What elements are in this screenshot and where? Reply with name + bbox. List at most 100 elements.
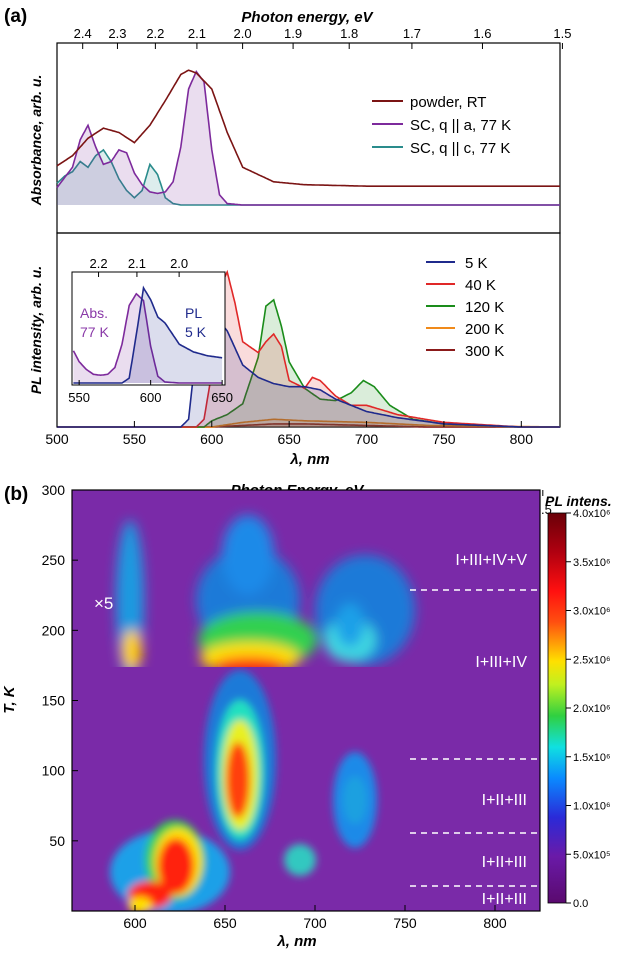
inset-top-tick-label: 2.1 — [128, 256, 146, 271]
inset-ticks: 550 600 650 2.2 2.1 2.0 — [68, 256, 233, 405]
legend-powder-rt: powder, RT — [410, 94, 486, 111]
pl-ylabel: PL intensity, arb. u. — [28, 266, 44, 394]
pl-curve-200k-fill — [57, 419, 560, 427]
band-label-2: I+III+IV — [475, 654, 527, 671]
x-tick-label: 750 — [432, 431, 456, 447]
pl-plot — [57, 269, 560, 428]
top-tick-label: 2.1 — [188, 26, 206, 41]
band-label-4: I+II+III — [482, 854, 527, 871]
colorbar-tick-label: 2.5x10⁶ — [573, 654, 611, 666]
absorbance-legend: powder, RT SC, q || a, 77 K SC, q || c, … — [372, 94, 511, 157]
top-tick-label: 1.7 — [403, 26, 421, 41]
x-tick-label: 800 — [510, 431, 534, 447]
colorbar-tick-label: 0.0 — [573, 898, 588, 910]
pl-curve-5k — [57, 271, 560, 428]
sc-qc-curve-fill — [57, 149, 560, 205]
legend-300k: 300 K — [465, 343, 504, 360]
panel-b-x-ticks: 600 650 700 750 800 — [123, 905, 507, 931]
panel-b-ylabel: T, K — [1, 685, 18, 713]
top-tick-label: 2.0 — [234, 26, 252, 41]
inset-abs-curve — [72, 292, 223, 384]
panel-b-label: (b) — [4, 484, 28, 505]
b-y-tick-label: 50 — [49, 833, 65, 849]
legend-sc-qc: SC, q || c, 77 K — [410, 140, 510, 157]
top-tick-label: 1.5 — [553, 26, 571, 41]
pl-curve-120k-fill — [57, 299, 560, 427]
b-y-tick-label: 100 — [42, 763, 66, 779]
x-tick-label: 700 — [355, 431, 379, 447]
legend-5k: 5 K — [465, 255, 488, 272]
inset-curves — [72, 285, 223, 384]
top-tick-label: 1.6 — [473, 26, 491, 41]
panel-a-xlabel: λ, nm — [289, 451, 329, 468]
b-y-tick-label: 250 — [42, 552, 66, 568]
colorbar — [547, 512, 567, 904]
inset-pl-curve-fill — [73, 287, 223, 383]
absorbance-ylabel: Absorbance, arb. u. — [28, 75, 44, 207]
inset-abs-temp: 77 K — [80, 324, 109, 340]
x-tick-label: 600 — [200, 431, 224, 447]
b-y-tick-label: 300 — [42, 482, 66, 498]
panel-b-y-ticks: 50 100 150 200 250 300 — [42, 482, 78, 849]
top-tick-label: 1.9 — [284, 26, 302, 41]
inset-pl-label: PL — [185, 305, 202, 321]
colorbar-ticks: 4.0x10⁶ 3.5x10⁶ 3.0x10⁶ 2.5x10⁶ 2.0x10⁶ 1.5x1… — [566, 508, 611, 910]
colorbar-tick-label: 3.5x10⁶ — [573, 557, 611, 569]
absorbance-plot — [56, 69, 560, 206]
pl-legend: 5 K 40 K 120 K 200 K 300 K — [426, 255, 504, 360]
b-x-tick-label: 700 — [303, 915, 327, 931]
pl-curve-300k-fill — [57, 423, 560, 427]
band-label-3: I+II+III — [482, 792, 527, 809]
panel-a-label: (a) — [4, 6, 27, 27]
top-tick-label: 2.4 — [74, 26, 92, 41]
inset-pl-curve — [73, 285, 223, 384]
top-tick-label: 2.2 — [146, 26, 164, 41]
x-tick-label: 550 — [123, 431, 147, 447]
heatmap-lower — [72, 667, 540, 911]
inset-x-tick-label: 550 — [68, 390, 90, 405]
b-y-tick-label: 200 — [42, 622, 66, 638]
pl-curve-5k-fill — [57, 275, 560, 427]
legend-sc-qa: SC, q || a, 77 K — [410, 117, 511, 134]
inset-abs-label: Abs. — [80, 305, 108, 321]
top-tick-label: 2.3 — [108, 26, 126, 41]
powder-rt-curve — [56, 69, 560, 187]
colorbar-tick-label: 5.0x10⁵ — [573, 849, 611, 861]
colorbar-tick-label: 3.0x10⁶ — [573, 606, 611, 618]
legend-120k: 120 K — [465, 299, 504, 316]
inset-x-tick-label: 650 — [211, 390, 233, 405]
top-tick-label: 1.8 — [340, 26, 358, 41]
heatmap-upper — [72, 490, 540, 667]
x-tick-label: 500 — [45, 431, 69, 447]
colorbar-tick-label: 4.0x10⁶ — [573, 508, 611, 520]
colorbar-title: PL intens. — [545, 493, 612, 509]
panel-a-top-axis-title: Photon energy, eV — [241, 9, 374, 26]
legend-200k: 200 K — [465, 321, 504, 338]
band-label-1: I+III+IV+V — [455, 552, 527, 569]
panel-a-x-ticks: 500 550 600 650 700 750 800 — [45, 421, 533, 447]
inset-abs-curve-fill — [73, 293, 223, 383]
colorbar-tick-label: 2.0x10⁶ — [573, 703, 611, 715]
b-x-tick-label: 600 — [123, 915, 147, 931]
x-tick-label: 650 — [277, 431, 301, 447]
pl-plot-frame — [56, 232, 561, 428]
pl-curve-40k-fill — [57, 272, 560, 427]
band-label-5: I+II+III — [482, 891, 527, 908]
inset-top-tick-label: 2.0 — [170, 256, 188, 271]
b-y-tick-label: 150 — [42, 693, 66, 709]
sc-qa-curve — [56, 70, 560, 206]
sc-qa-curve-fill — [57, 71, 560, 205]
inset-x-tick-label: 600 — [140, 390, 162, 405]
b-x-tick-label: 750 — [393, 915, 417, 931]
legend-40k: 40 K — [465, 277, 496, 294]
colorbar-tick-label: 1.5x10⁶ — [573, 752, 611, 764]
inset-plot: 550 600 650 2.2 2.1 2.0 Abs. 77 K PL 5 K — [68, 256, 233, 405]
b-x-tick-label: 800 — [483, 915, 507, 931]
panel-b-xlabel: λ, nm — [276, 933, 316, 950]
inset-pl-temp: 5 K — [185, 324, 207, 340]
scale-note: ×5 — [94, 594, 113, 613]
inset-top-tick-label: 2.2 — [90, 256, 108, 271]
panel-a-top-ticks: 2.4 2.3 2.2 2.1 2.0 1.9 1.8 1.7 1.6 1.5 — [74, 26, 571, 49]
colorbar-tick-label: 1.0x10⁶ — [573, 801, 611, 813]
